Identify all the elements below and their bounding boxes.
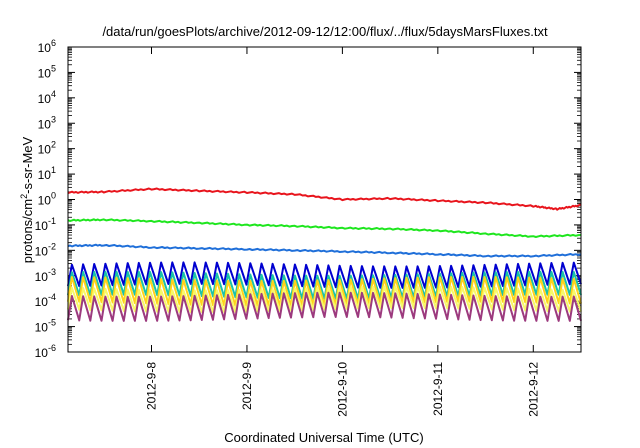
y-tick-label: 10-4 — [35, 292, 56, 309]
series-line-1 — [67, 187, 582, 211]
x-axis-ticks: 2012-9-8 2012-9-9 2012-9-10 2012-9-11 2012-9… — [145, 47, 540, 417]
x-axis-label: Coordinated Universal Time (UTC) — [224, 430, 423, 445]
y-tick-label: 106 — [38, 38, 56, 55]
series-line-5 — [67, 270, 582, 300]
series-line-7 — [67, 285, 582, 313]
x-tick-label: 2012-9-9 — [240, 362, 254, 410]
series-line-3 — [67, 243, 582, 258]
y-tick-label: 10-6 — [35, 343, 56, 360]
x-tick-label: 2012-9-12 — [526, 362, 540, 417]
y-axis-ticks: 10-6 10-5 10-4 10-3 10-2 10-1 100 101 102 103 104 1… — [35, 38, 581, 360]
series-line-4 — [67, 261, 582, 289]
series-group — [67, 187, 582, 322]
y-tick-label: 10-1 — [35, 216, 56, 233]
series-line-8 — [67, 291, 582, 322]
y-tick-label: 105 — [38, 63, 56, 80]
y-tick-label: 100 — [38, 191, 56, 208]
y-tick-label: 104 — [38, 89, 56, 106]
chart-title: /data/run/goesPlots/archive/2012-09-12/1… — [102, 24, 548, 39]
y-tick-label: 10-3 — [35, 267, 56, 284]
series-line-2 — [67, 218, 582, 238]
y-tick-label: 102 — [38, 140, 56, 157]
y-tick-label: 103 — [38, 114, 56, 131]
y-tick-label: 10-5 — [35, 318, 56, 335]
x-tick-label: 2012-9-11 — [431, 362, 445, 416]
y-tick-label: 10-2 — [35, 241, 56, 258]
y-tick-label: 101 — [38, 165, 56, 182]
y-axis-label: protons/cm2-s-sr-MeV — [19, 136, 35, 263]
x-tick-label: 2012-9-8 — [145, 362, 159, 410]
x-tick-label: 2012-9-10 — [335, 362, 349, 417]
plot-frame — [67, 46, 582, 353]
